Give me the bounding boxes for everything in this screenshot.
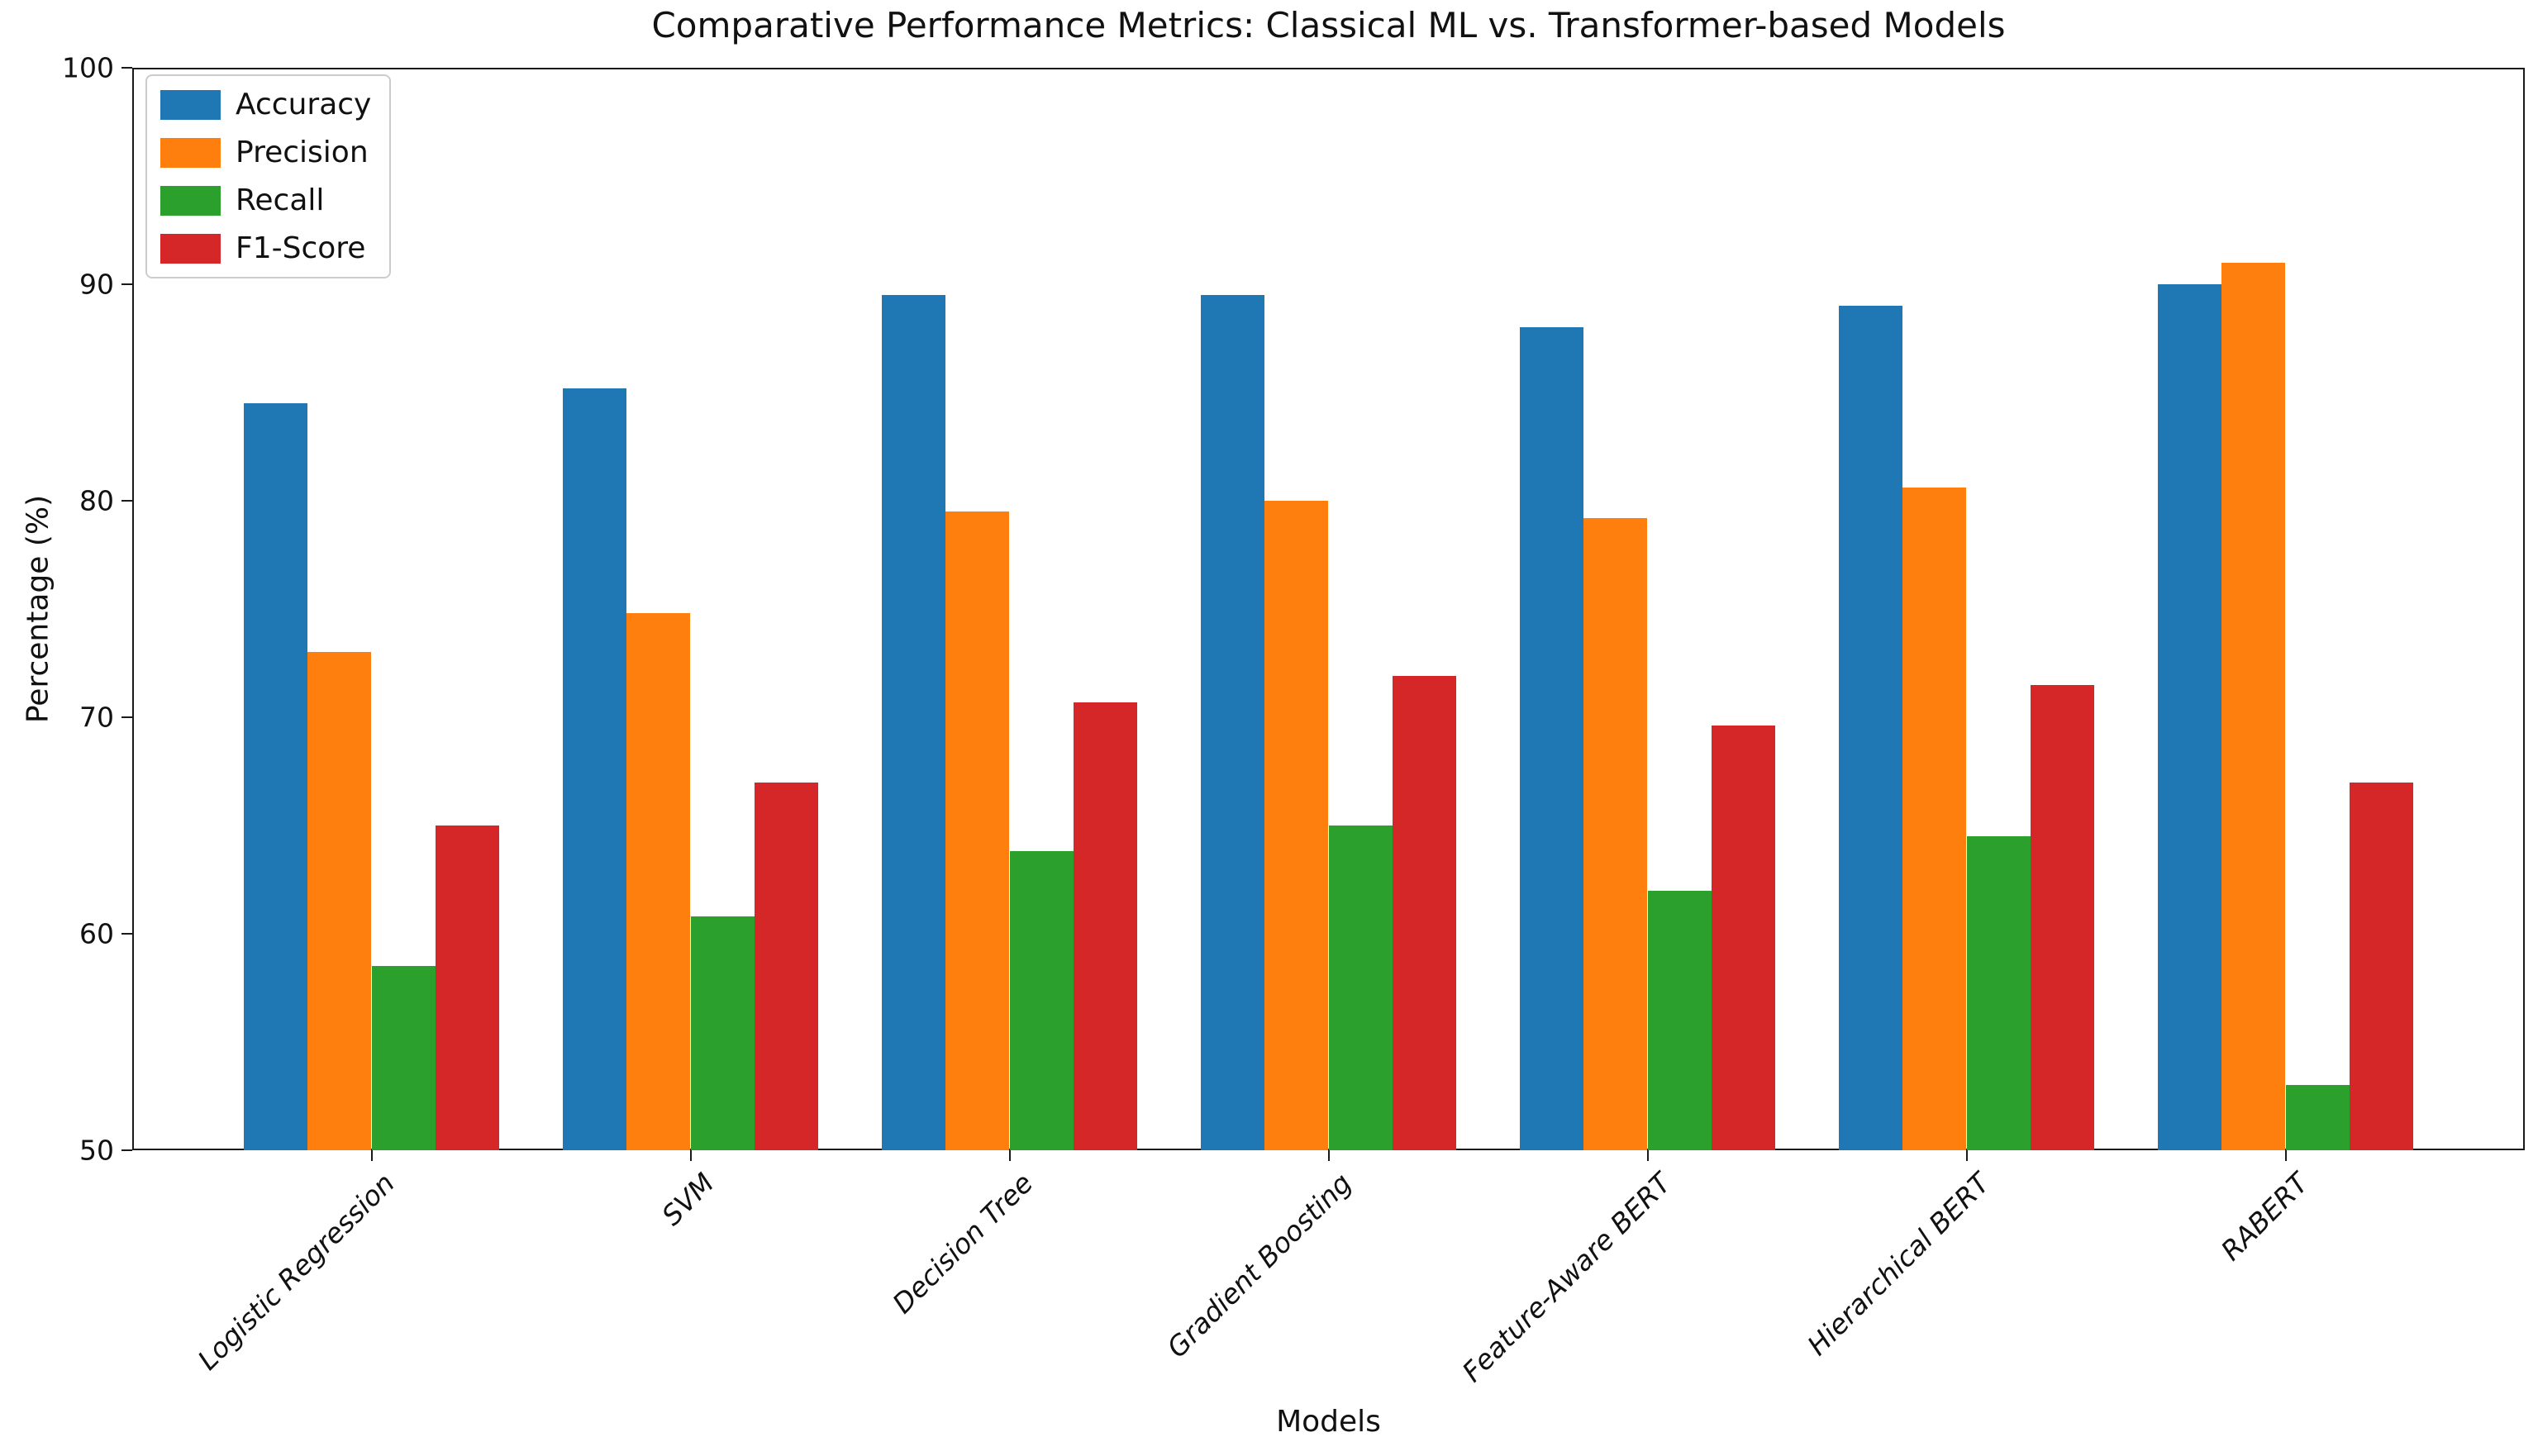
y-tick-mark-70 bbox=[121, 716, 132, 718]
bar-precision-3 bbox=[945, 512, 1010, 1150]
bar-accuracy-3 bbox=[882, 295, 946, 1150]
legend-item-f1-score: F1-Score bbox=[160, 231, 371, 265]
y-tick-label-60: 60 bbox=[79, 917, 114, 950]
bar-f1-score-6 bbox=[2030, 684, 2094, 1150]
bar-accuracy-6 bbox=[1839, 306, 1903, 1150]
legend-swatch-f1-score bbox=[160, 233, 221, 264]
y-tick-mark-100 bbox=[121, 67, 132, 69]
legend-swatch-accuracy bbox=[160, 89, 221, 120]
legend-label-accuracy: Accuracy bbox=[236, 88, 372, 121]
bar-accuracy-2 bbox=[563, 388, 627, 1150]
legend-item-precision: Precision bbox=[160, 136, 371, 169]
y-tick-label-70: 70 bbox=[79, 701, 114, 734]
x-tick-label-6: Hierarchical BERT bbox=[1801, 1167, 1997, 1362]
y-axis-label: Percentage (%) bbox=[21, 494, 55, 724]
x-tick-mark-1 bbox=[370, 1150, 373, 1161]
y-tick-label-80: 80 bbox=[79, 484, 114, 517]
bar-recall-5 bbox=[1647, 890, 1712, 1150]
bar-f1-score-1 bbox=[435, 826, 499, 1150]
bar-recall-2 bbox=[690, 916, 755, 1150]
bar-recall-6 bbox=[1966, 836, 2031, 1150]
x-tick-label-1: Logistic Regression bbox=[191, 1167, 402, 1377]
bar-f1-score-5 bbox=[1711, 726, 1775, 1150]
y-tick-label-50: 50 bbox=[79, 1134, 114, 1167]
legend-item-accuracy: Accuracy bbox=[160, 88, 371, 121]
y-tick-mark-60 bbox=[121, 933, 132, 935]
legend-label-f1-score: F1-Score bbox=[236, 231, 366, 265]
y-tick-mark-50 bbox=[121, 1149, 132, 1151]
y-tick-mark-80 bbox=[121, 500, 132, 502]
y-tick-label-100: 100 bbox=[62, 51, 114, 84]
x-tick-mark-3 bbox=[1008, 1150, 1011, 1161]
x-tick-label-3: Decision Tree bbox=[885, 1167, 1040, 1320]
bar-precision-2 bbox=[626, 613, 691, 1150]
legend-label-recall: Recall bbox=[236, 183, 325, 217]
bar-f1-score-2 bbox=[754, 782, 818, 1150]
bar-accuracy-7 bbox=[2158, 284, 2222, 1150]
bar-precision-1 bbox=[307, 652, 372, 1150]
bar-accuracy-1 bbox=[244, 403, 308, 1150]
chart-title: Comparative Performance Metrics: Classic… bbox=[651, 5, 2006, 45]
x-tick-mark-7 bbox=[2284, 1150, 2287, 1161]
x-axis-label: Models bbox=[1276, 1405, 1381, 1439]
y-tick-mark-90 bbox=[121, 283, 132, 285]
bar-precision-7 bbox=[2221, 262, 2286, 1150]
bar-precision-5 bbox=[1583, 517, 1648, 1150]
bar-f1-score-3 bbox=[1073, 702, 1137, 1150]
bar-recall-3 bbox=[1009, 851, 1074, 1150]
x-tick-label-7: RABERT bbox=[2215, 1167, 2316, 1267]
bar-recall-1 bbox=[371, 966, 436, 1150]
x-tick-label-2: SVM bbox=[655, 1167, 721, 1232]
x-tick-mark-6 bbox=[1965, 1150, 1968, 1161]
bar-accuracy-5 bbox=[1520, 327, 1584, 1150]
legend-swatch-precision bbox=[160, 137, 221, 168]
x-tick-label-4: Gradient Boosting bbox=[1160, 1167, 1359, 1364]
bar-accuracy-4 bbox=[1201, 295, 1265, 1150]
legend-swatch-recall bbox=[160, 185, 221, 216]
bar-f1-score-7 bbox=[2349, 782, 2413, 1150]
bar-recall-4 bbox=[1328, 826, 1393, 1150]
x-tick-mark-4 bbox=[1327, 1150, 1330, 1161]
y-tick-label-90: 90 bbox=[79, 268, 114, 301]
bar-precision-6 bbox=[1902, 488, 1967, 1150]
x-tick-mark-2 bbox=[689, 1150, 692, 1161]
bar-precision-4 bbox=[1264, 501, 1329, 1150]
bar-f1-score-4 bbox=[1392, 676, 1456, 1150]
x-tick-label-5: Feature-Aware BERT bbox=[1455, 1167, 1678, 1388]
legend-label-precision: Precision bbox=[236, 136, 369, 169]
bar-recall-7 bbox=[2285, 1085, 2350, 1150]
legend-item-recall: Recall bbox=[160, 183, 371, 217]
x-tick-mark-5 bbox=[1646, 1150, 1649, 1161]
legend: Accuracy Precision Recall F1-Score bbox=[145, 74, 392, 278]
